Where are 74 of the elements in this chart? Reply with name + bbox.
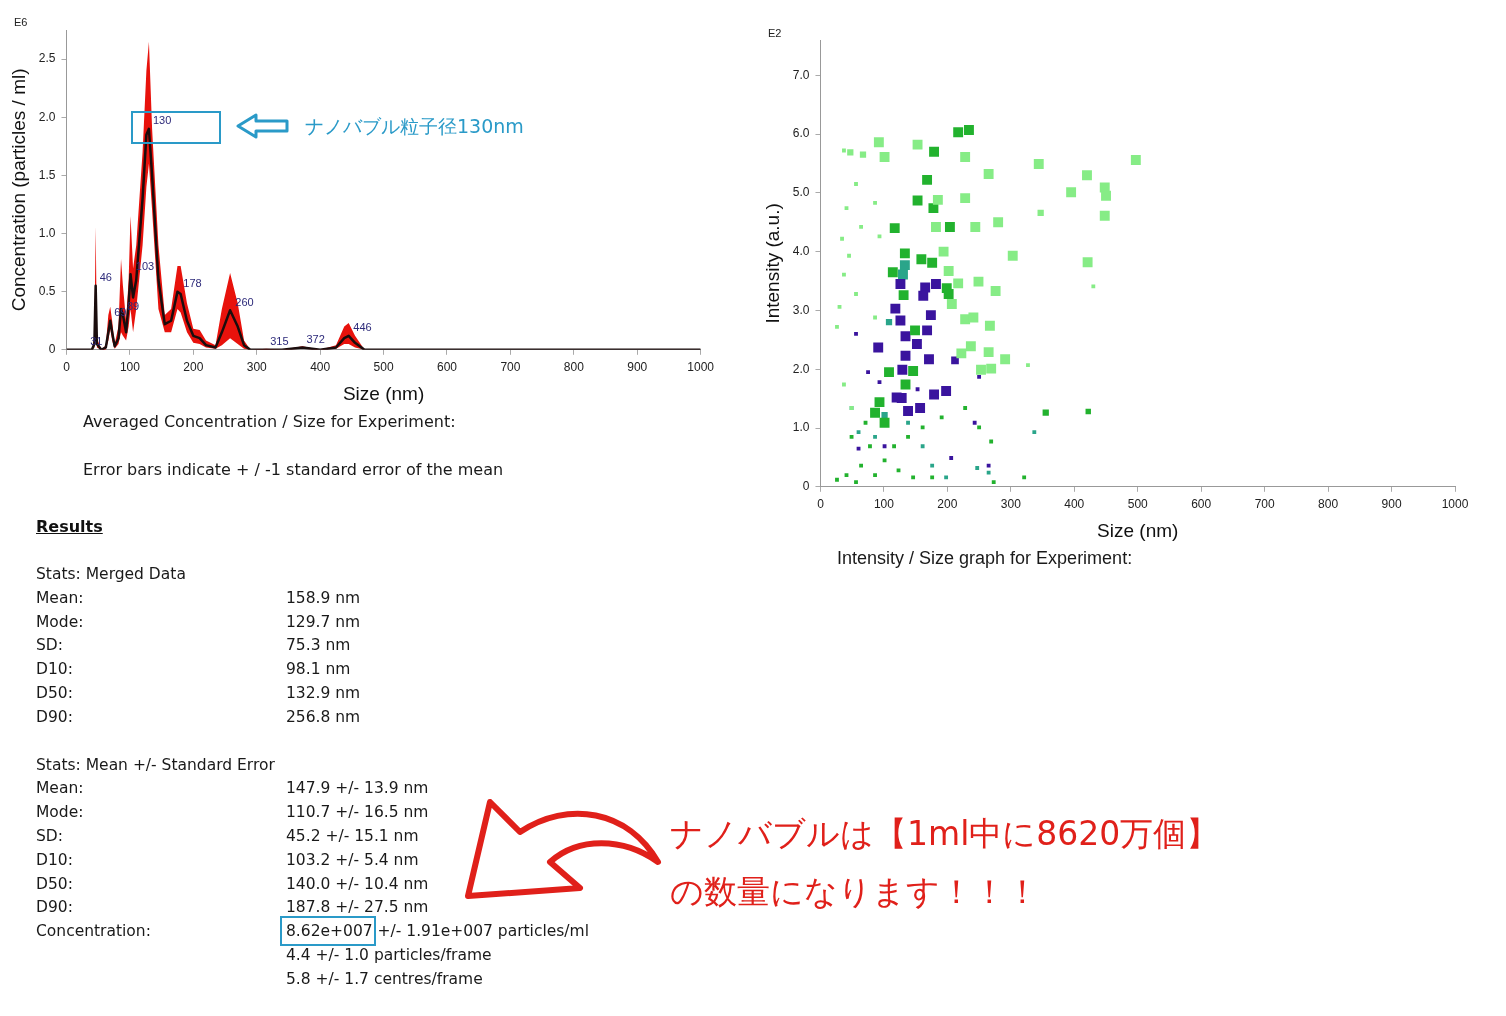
y-axis-title: Intensity (a.u.) (761, 203, 783, 324)
x-tick-label: 0 (63, 360, 71, 375)
annotation: 372 (306, 333, 325, 346)
y-tick-label: 0 (802, 479, 810, 494)
x-tick-label: 400 (310, 360, 331, 375)
y-tick-label: 5.0 (792, 185, 810, 200)
annotation: ナノバブル粒子径130nm (305, 114, 524, 139)
x-tick-label: 200 (183, 360, 204, 375)
y-axis-title: Concentration (particles / ml) (7, 68, 29, 312)
x-tick-label: 900 (1381, 497, 1402, 512)
x-axis-title: Size (nm) (342, 382, 425, 404)
text: D90: 256.8 nm (36, 707, 361, 726)
text: 5.8 +/- 1.7 centres/frame (286, 968, 483, 990)
y-tick-label: 2.5 (38, 51, 56, 66)
x-tick-label: 800 (1318, 497, 1339, 512)
text: ナノバブルは【1ml中に8620万個】 (670, 813, 1220, 855)
x-tick-label: 1000 (1441, 497, 1469, 512)
text: Mean: 147.9 +/- 13.9 nm (36, 779, 429, 798)
y-tick-label: 1.5 (38, 167, 56, 182)
annotation: 178 (183, 277, 202, 290)
y-tick-label: 2.0 (38, 109, 56, 124)
x-axis-title: Size (nm) (1097, 519, 1179, 541)
x-tick-label: 300 (1000, 497, 1022, 512)
y-tick-label: 1.0 (38, 225, 56, 240)
text: D10: 98.1 nm (36, 660, 351, 679)
x-tick-label: 900 (627, 360, 648, 375)
annotation: 31 (90, 335, 103, 348)
y-tick-label: 7.0 (792, 67, 810, 82)
text: SD: 75.3 nm (36, 636, 351, 655)
text: E6 (14, 16, 28, 28)
y-tick-label: 2.0 (792, 361, 810, 376)
text: Stats: Merged Data (36, 564, 187, 585)
text: D10: 103.2 +/- 5.4 nm (36, 850, 419, 869)
text: Mode: 129.7 nm (36, 612, 361, 631)
y-tick-label: 0.5 (38, 283, 56, 298)
text: Stats: Mean +/- Standard Error (36, 754, 276, 776)
x-tick-label: 600 (1191, 497, 1212, 512)
x-tick-label: 0 (817, 497, 825, 512)
y-tick-label: 3.0 (792, 302, 810, 317)
text: Mean: 158.9 nm (36, 588, 361, 607)
text: Concentration: 8.62e+007 +/- 1.91e+007 particles/ml (36, 922, 589, 941)
text: Results (36, 517, 103, 536)
y-tick-label: 0 (48, 342, 56, 357)
annotation: 69 (114, 306, 127, 319)
x-tick-label: 300 (246, 360, 268, 375)
text: の数量になります！！！ (670, 871, 1039, 913)
x-tick-label: 200 (937, 497, 958, 512)
y-tick-label: 1.0 (792, 420, 810, 435)
text: Intensity / Size graph for Experiment: (837, 548, 1133, 569)
text: 4.4 +/- 1.0 particles/frame (286, 944, 492, 966)
annotation: 315 (270, 335, 289, 348)
text: Mode: 110.7 +/- 16.5 nm (36, 803, 429, 822)
y-tick-label: 6.0 (792, 126, 810, 141)
x-tick-label: 100 (873, 497, 895, 512)
x-tick-label: 800 (563, 360, 585, 375)
annotation: 46 (99, 271, 112, 284)
x-tick-label: 100 (119, 360, 141, 375)
text: Averaged Concentration / Size for Experiment: (83, 412, 456, 431)
x-tick-label: 400 (1064, 497, 1085, 512)
x-tick-label: 600 (436, 360, 458, 375)
text: D50: 132.9 nm (36, 683, 361, 702)
x-tick-label: 700 (500, 360, 521, 375)
annotation: 446 (353, 321, 372, 334)
x-tick-label: 500 (373, 360, 394, 375)
annotation: 130 (152, 114, 172, 127)
text: D50: 140.0 +/- 10.4 nm (36, 874, 429, 893)
x-tick-label: 1000 (687, 360, 715, 375)
y-tick-label: 4.0 (792, 243, 810, 258)
text: E2 (768, 27, 782, 39)
text: SD: 45.2 +/- 15.1 nm (36, 826, 419, 845)
text: Error bars indicate + / -1 standard error of the mean (83, 460, 504, 479)
x-tick-label: 500 (1127, 497, 1149, 512)
text: D90: 187.8 +/- 27.5 nm (36, 898, 429, 917)
x-tick-label: 700 (1254, 497, 1275, 512)
